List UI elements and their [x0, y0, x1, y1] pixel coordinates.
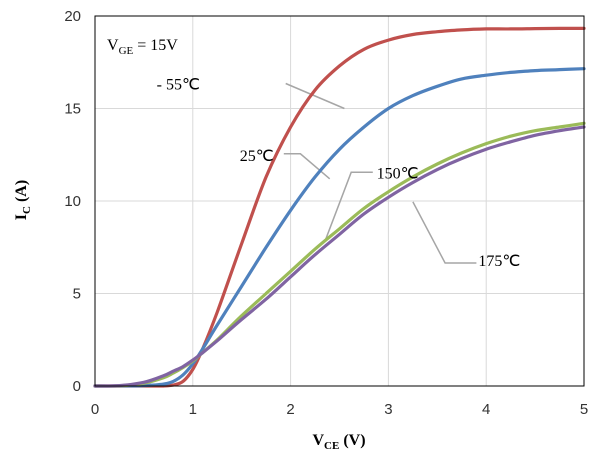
series-line-25c — [93, 67, 586, 388]
series-label-minus55c: - 55℃ — [157, 77, 200, 94]
series-lines — [93, 26, 586, 388]
y-tick-label: 10 — [64, 193, 81, 210]
series-line-175c — [93, 125, 586, 388]
annotation-leader-line — [412, 201, 477, 264]
x-tick-label: 1 — [189, 401, 197, 418]
x-tick-labels: 0 1 2 3 4 5 — [91, 401, 588, 418]
annotation-leader-line — [324, 171, 373, 242]
y-tick-label: 0 — [73, 378, 81, 395]
series-label-25c: 25℃ — [240, 148, 274, 165]
series-label-175c: 175℃ — [478, 253, 520, 270]
x-tick-label: 3 — [384, 401, 392, 418]
y-tick-label: 15 — [64, 101, 81, 118]
x-tick-label: 4 — [482, 401, 490, 418]
y-tick-labels: 0 5 10 15 20 — [64, 8, 81, 395]
condition-label: VGE = 15V — [107, 37, 178, 57]
y-axis-title: IC (A) — [13, 180, 33, 220]
x-tick-label: 5 — [580, 401, 588, 418]
x-tick-label: 0 — [91, 401, 99, 418]
series-label-150c: 150℃ — [377, 165, 419, 182]
x-axis-title: VCE (V) — [312, 432, 365, 452]
series-line-minus55c — [93, 26, 586, 388]
y-tick-label: 5 — [73, 286, 81, 303]
plot-frame — [94, 15, 585, 387]
y-tick-label: 20 — [64, 8, 81, 25]
series-annotation-labels: - 55℃ 25℃ 150℃ 175℃ — [157, 77, 521, 271]
annotation-leader-line — [285, 82, 345, 110]
series-line-150c — [93, 121, 586, 388]
x-tick-label: 2 — [286, 401, 294, 418]
